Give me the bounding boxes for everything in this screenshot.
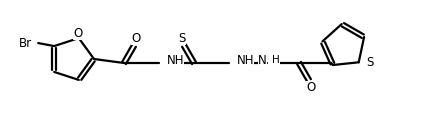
Text: NH: NH <box>237 54 255 66</box>
Text: O: O <box>73 27 83 40</box>
Text: O: O <box>131 32 141 45</box>
Text: Br: Br <box>19 37 32 50</box>
Text: NH: NH <box>167 54 184 66</box>
Text: O: O <box>306 81 315 94</box>
Text: S: S <box>178 32 186 45</box>
Text: H: H <box>272 55 280 65</box>
Text: S: S <box>367 56 374 69</box>
Text: N: N <box>258 54 267 66</box>
